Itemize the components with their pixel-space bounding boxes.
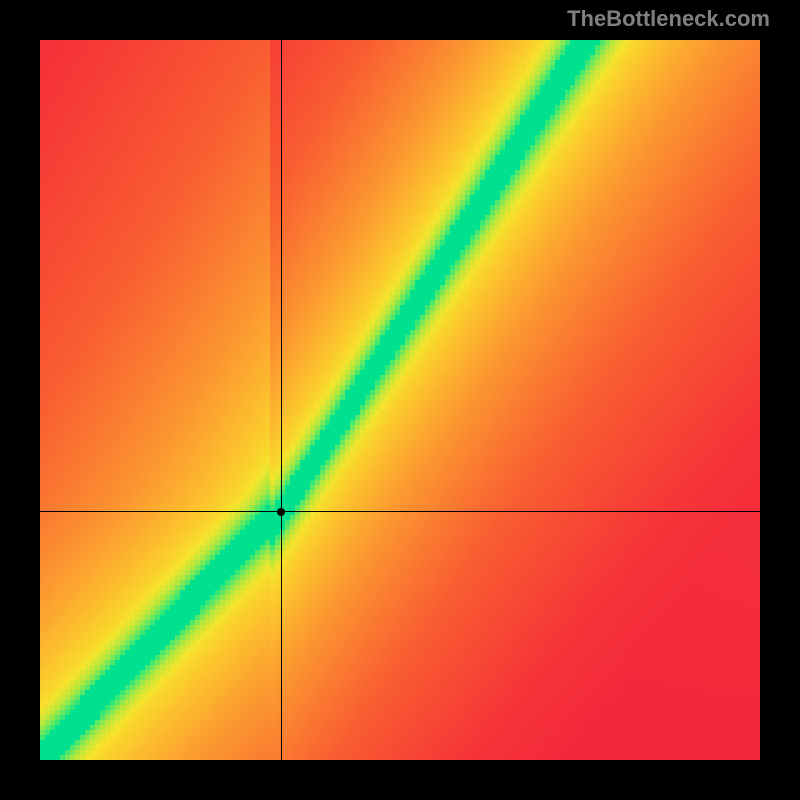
watermark-text: TheBottleneck.com (567, 6, 770, 32)
chart-container: TheBottleneck.com (0, 0, 800, 800)
plot-area (40, 40, 760, 760)
heatmap-canvas (40, 40, 760, 760)
crosshair-vertical (281, 40, 282, 760)
crosshair-horizontal (40, 511, 760, 512)
crosshair-marker (277, 508, 285, 516)
